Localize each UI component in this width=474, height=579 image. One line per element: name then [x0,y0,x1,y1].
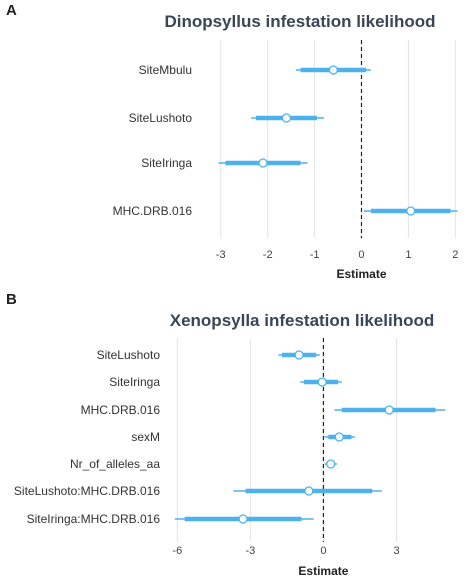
y-term-label: SiteLushoto [97,348,161,362]
estimate-point [294,350,304,360]
x-tick-label: -2 [263,249,273,261]
estimate-point [328,65,338,75]
x-tick-label: -3 [245,545,255,557]
panel-label: B [6,291,17,308]
y-term-label: Nr_of_alleles_aa [70,457,160,471]
panel-label: A [6,2,17,19]
x-axis-title: Estimate [336,267,386,281]
y-term-label: SiteLushoto:MHC.DRB.016 [14,484,160,498]
y-term-label: SiteLushoto [129,111,193,125]
x-tick-label: -6 [172,545,182,557]
x-tick-label: 2 [452,249,458,261]
estimate-point [326,459,336,469]
y-term-label: SiteIringa:MHC.DRB.016 [27,512,161,526]
estimate-point [281,113,292,123]
estimate-point [317,377,327,387]
estimate-point [334,432,344,442]
estimate-point [258,158,268,168]
y-term-label: MHC.DRB.016 [81,403,161,417]
y-term-label: sexM [131,430,160,444]
y-term-label: SiteIringa [109,375,160,389]
chart-title: Xenopsylla infestation likelihood [170,311,435,330]
x-tick-label: 1 [405,249,411,261]
estimate-point [238,514,248,524]
estimate-point [384,405,394,415]
chart-title: Dinopsyllus infestation likelihood [164,12,435,31]
estimate-point [304,486,314,496]
y-term-label: MHC.DRB.016 [113,204,193,218]
x-tick-label: 3 [393,545,399,557]
x-tick-label: 0 [358,249,364,261]
y-term-label: SiteIringa [141,156,192,170]
x-tick-label: -1 [310,249,320,261]
x-axis-title: Estimate [298,564,348,578]
x-tick-label: -3 [216,249,226,261]
estimate-point [406,206,416,216]
x-tick-label: 0 [320,545,326,557]
y-term-label: SiteMbulu [139,63,192,77]
